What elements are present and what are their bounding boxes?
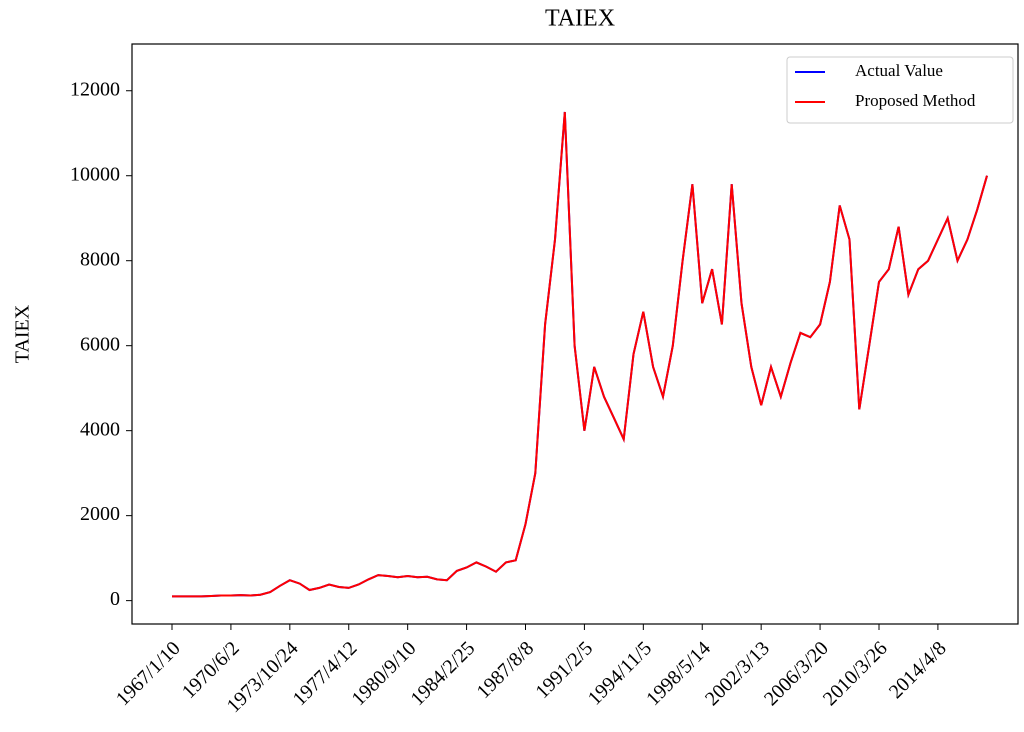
y-axis-label: TAIEX bbox=[12, 304, 34, 363]
x-tick-label: 2006/3/20 bbox=[760, 637, 833, 710]
series-line bbox=[172, 111, 988, 598]
x-tick-label: 1987/8/8 bbox=[472, 637, 538, 703]
x-tick-label: 2002/3/13 bbox=[701, 637, 774, 710]
y-tick-label: 0 bbox=[110, 588, 120, 610]
plot-frame bbox=[131, 43, 1019, 625]
x-tick-label: 1984/2/25 bbox=[406, 637, 479, 710]
legend-label: Proposed Method bbox=[855, 91, 976, 110]
x-tick-label: 1980/9/10 bbox=[348, 637, 421, 710]
y-tick-label: 10000 bbox=[70, 163, 120, 185]
legend-box bbox=[786, 56, 1014, 124]
x-tick-label: 1967/1/10 bbox=[112, 637, 185, 710]
x-tick-label: 1977/4/12 bbox=[289, 637, 362, 710]
x-tick-label: 2014/4/8 bbox=[885, 637, 951, 703]
y-tick-label: 8000 bbox=[80, 248, 120, 270]
x-tick-label: 2010/3/26 bbox=[819, 637, 892, 710]
y-tick-label: 4000 bbox=[80, 418, 120, 440]
legend-label: Actual Value bbox=[855, 61, 943, 80]
y-tick-label: 6000 bbox=[80, 333, 120, 355]
x-tick-label: 1998/5/14 bbox=[642, 637, 715, 710]
y-tick-label: 2000 bbox=[80, 503, 120, 525]
series-line bbox=[172, 111, 988, 598]
chart-title: TAIEX bbox=[545, 6, 615, 32]
y-tick-label: 12000 bbox=[70, 78, 120, 100]
